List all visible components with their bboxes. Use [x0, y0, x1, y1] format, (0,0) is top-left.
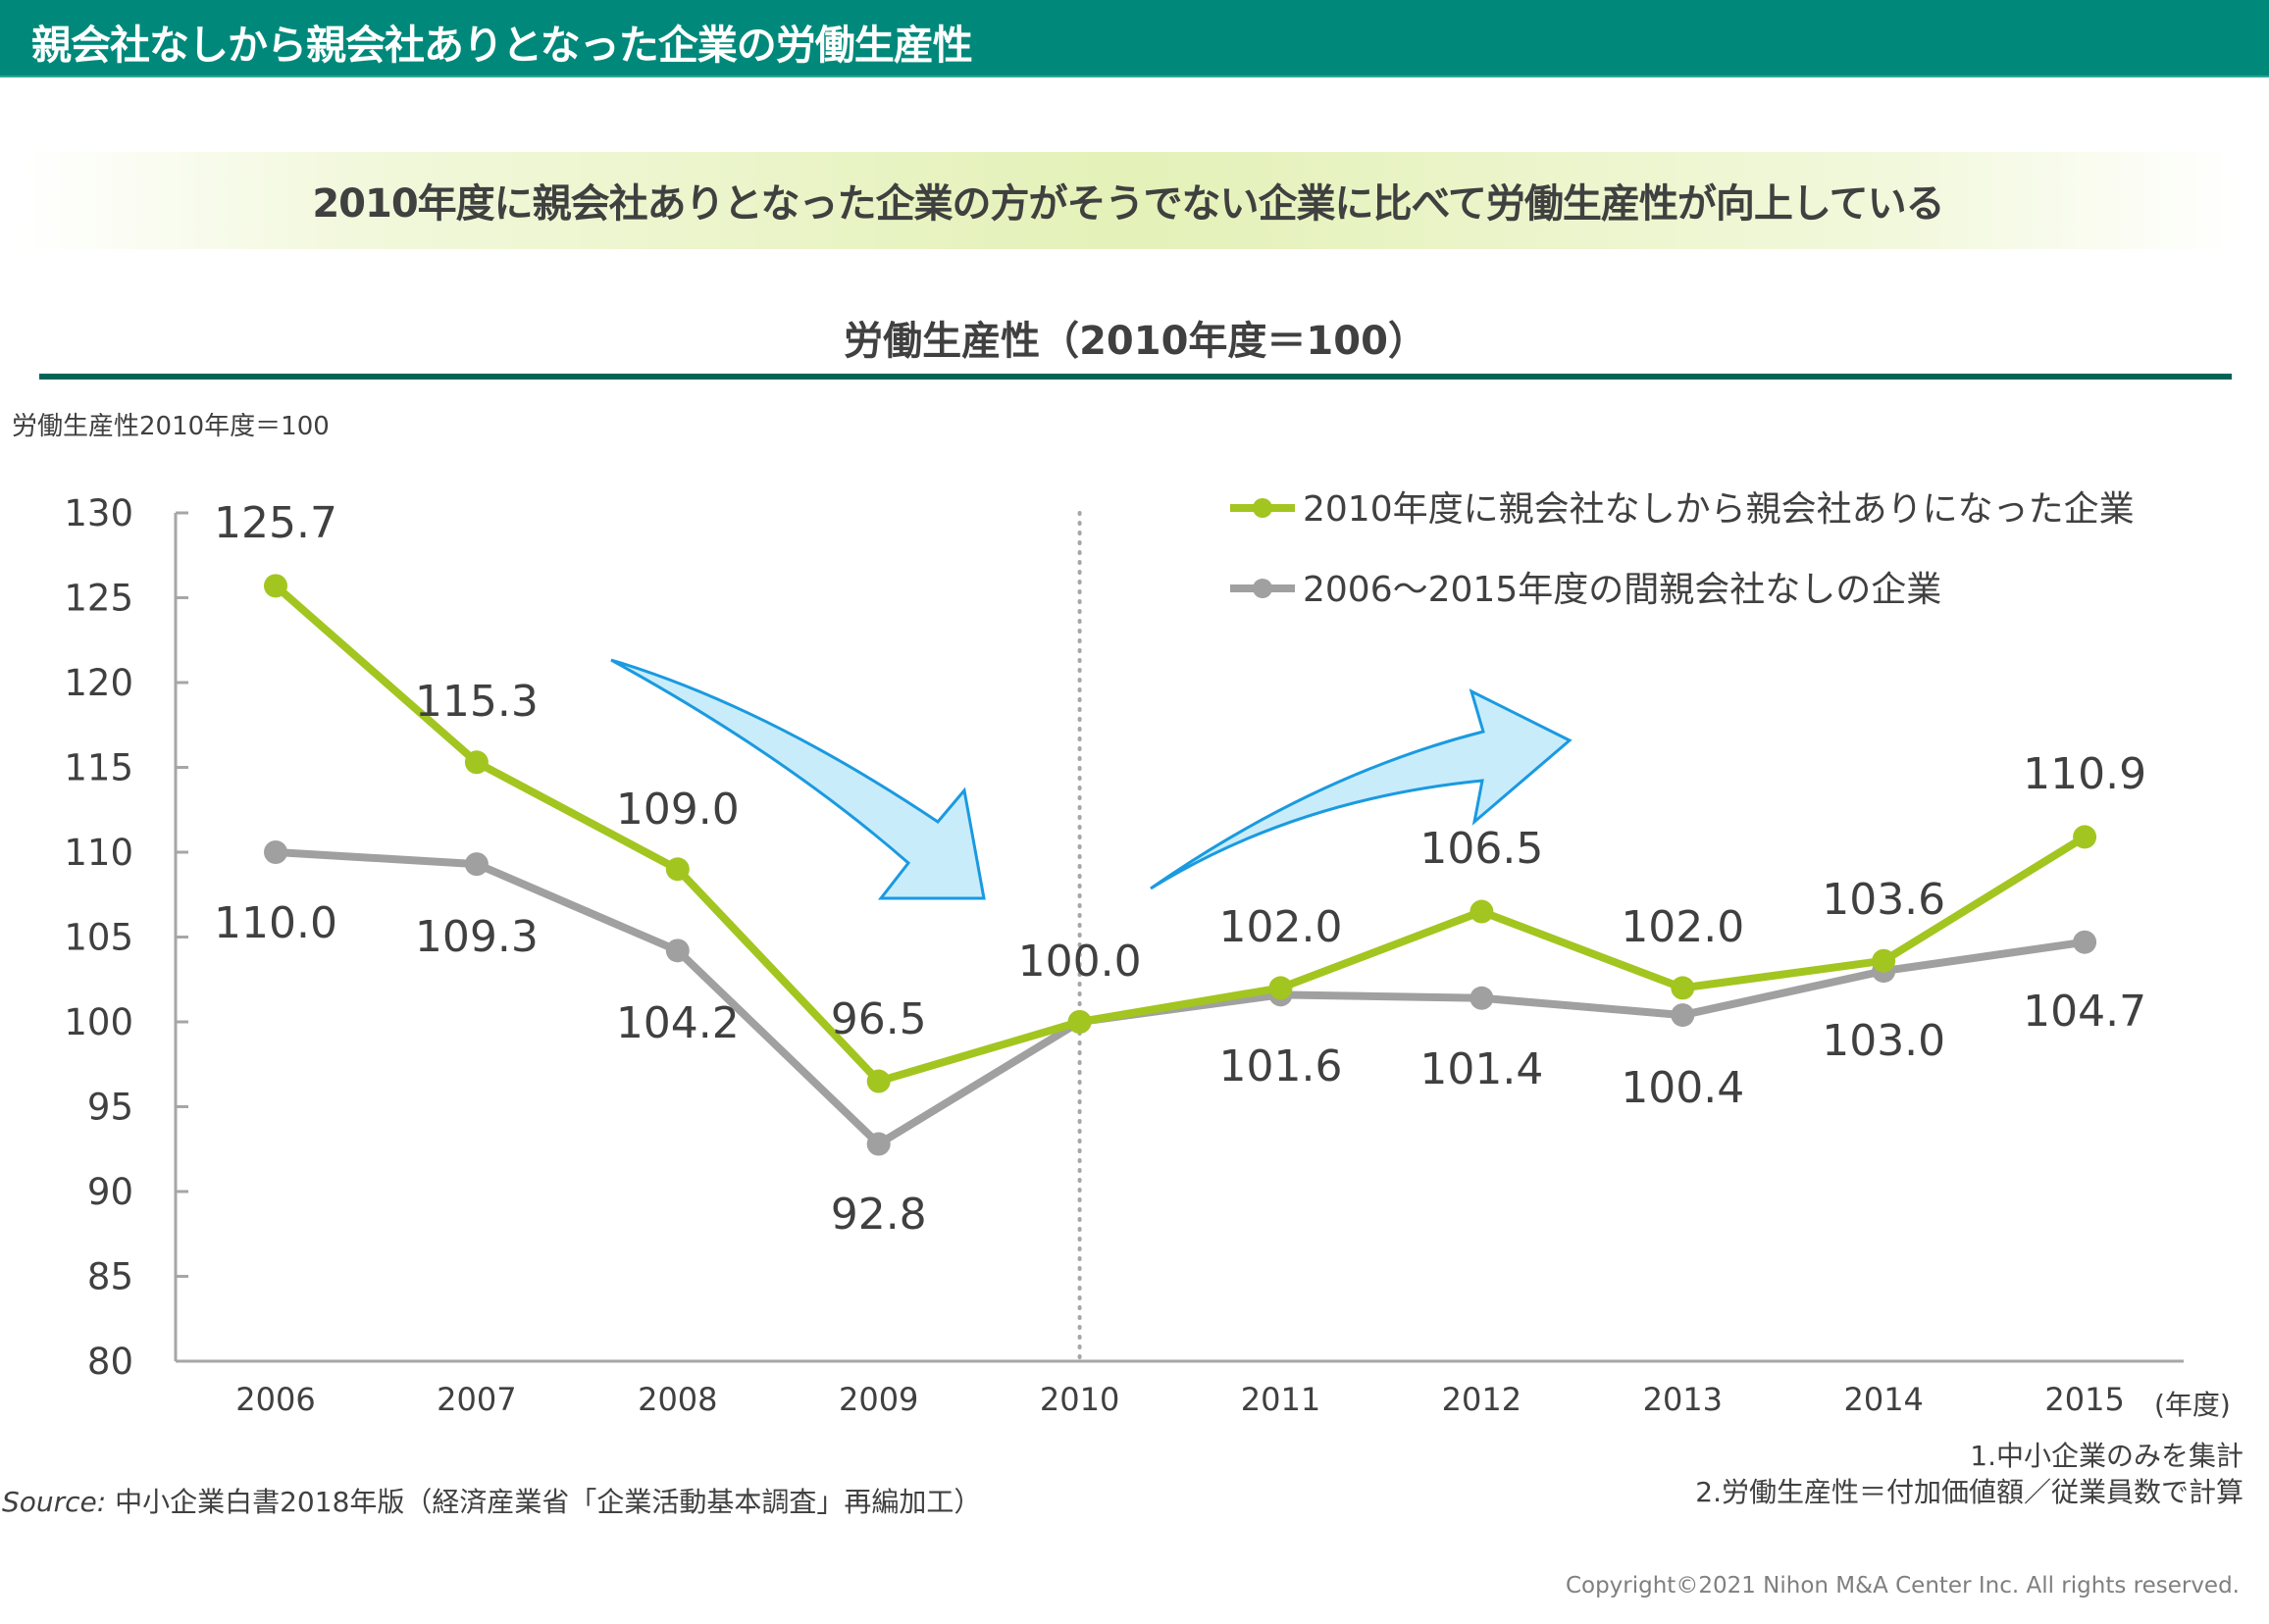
data-point-gray	[866, 1132, 891, 1156]
data-point-green	[264, 574, 287, 598]
x-tick-label: 2012	[1442, 1381, 1521, 1418]
y-tick-label: 110	[64, 832, 133, 874]
y-tick-label: 105	[64, 917, 133, 959]
footnote-2: 2.労働生産性＝付加価値額／従業員数で計算	[1695, 1476, 2243, 1508]
y-tick-label: 115	[64, 747, 133, 789]
data-label-green: 96.5	[831, 994, 927, 1044]
y-tick-label: 125	[64, 578, 133, 620]
data-label-green: 100.0	[1018, 937, 1142, 987]
data-label-gray: 92.8	[831, 1190, 927, 1240]
decline-arrow-icon	[610, 658, 986, 900]
data-label-gray: 104.2	[616, 998, 740, 1048]
data-point-green	[1872, 948, 1896, 973]
data-label-green: 103.6	[1822, 875, 1945, 925]
data-label-green: 110.9	[2023, 749, 2146, 799]
y-tick-label: 120	[64, 662, 133, 704]
x-tick-label: 2014	[1843, 1381, 1923, 1418]
x-axis-unit-label: (年度)	[2154, 1389, 2231, 1421]
data-label-green: 109.0	[616, 785, 740, 835]
y-tick-label: 90	[87, 1171, 133, 1213]
x-tick-label: 2006	[235, 1381, 315, 1418]
x-tick-label: 2010	[1040, 1381, 1119, 1418]
x-tick-label: 2009	[839, 1381, 918, 1418]
data-point-green	[464, 750, 489, 775]
data-label-gray: 101.4	[1419, 1044, 1543, 1094]
y-tick-label: 130	[64, 492, 133, 534]
source-prefix: Source:	[2, 1486, 107, 1518]
data-label-green: 115.3	[415, 677, 539, 727]
source-citation: Source: 中小企業白書2018年版（経済産業省「企業活動基本調査」再編加工…	[2, 1481, 981, 1520]
legend-item-gray: 2006～2015年度の間親会社なしの企業	[1230, 570, 1941, 610]
page-title: 親会社なしから親会社ありとなった企業の労働生産性	[31, 22, 973, 69]
legend-label-green: 2010年度に親会社なしから親会社ありになった企業	[1303, 489, 2135, 530]
source-text: 中小企業白書2018年版（経済産業省「企業活動基本調査」再編加工）	[106, 1486, 982, 1518]
data-label-green: 102.0	[1219, 902, 1343, 952]
data-point-gray	[1470, 986, 1494, 1010]
legend-item-green: 2010年度に親会社なしから親会社ありになった企業	[1230, 489, 2135, 530]
subtitle-band: 2010年度に親会社ありとなった企業の方がそうでない企業に比べて労働生産性が向上…	[20, 152, 2237, 249]
header-bar: 親会社なしから親会社ありとなった企業の労働生産性	[0, 0, 2269, 77]
data-point-gray	[264, 840, 287, 864]
data-point-gray	[1671, 1003, 1695, 1028]
copyright: Copyright©2021 Nihon M&A Center Inc. All…	[1565, 1573, 2240, 1599]
x-tick-label: 2008	[638, 1381, 717, 1418]
y-tick-label: 80	[87, 1341, 133, 1383]
data-point-green	[866, 1069, 891, 1093]
title-rule	[39, 374, 2232, 380]
x-tick-label: 2011	[1241, 1381, 1320, 1418]
y-axis-label: 労働生産性2010年度＝100	[12, 412, 330, 441]
data-point-gray	[2073, 930, 2097, 954]
legend-label-gray: 2006～2015年度の間親会社なしの企業	[1303, 570, 1941, 610]
data-point-green	[1268, 976, 1293, 1000]
data-point-green	[1671, 976, 1695, 1000]
subtitle-text: 2010年度に親会社ありとなった企業の方がそうでない企業に比べて労働生産性が向上…	[312, 181, 1944, 227]
legend-marker-gray	[1253, 579, 1272, 598]
data-label-gray: 100.4	[1621, 1063, 1744, 1113]
legend-marker-green	[1253, 498, 1272, 518]
y-tick-label: 100	[64, 1001, 133, 1043]
data-point-green	[1067, 1010, 1092, 1034]
data-label-gray: 110.0	[214, 898, 337, 948]
increase-arrow-icon	[1150, 688, 1573, 890]
y-tick-label: 85	[87, 1256, 133, 1298]
x-tick-label: 2013	[1643, 1381, 1723, 1418]
data-label-green: 102.0	[1621, 902, 1744, 952]
x-tick-label: 2007	[437, 1381, 516, 1418]
data-label-green: 125.7	[214, 498, 337, 548]
y-tick-label: 95	[87, 1087, 133, 1129]
x-tick-label: 2015	[2044, 1381, 2124, 1418]
data-point-green	[1470, 899, 1494, 924]
data-point-green	[665, 857, 690, 882]
data-label-gray: 103.0	[1822, 1016, 1945, 1066]
data-label-gray: 101.6	[1219, 1041, 1343, 1091]
data-point-gray	[464, 852, 489, 877]
data-point-green	[2073, 825, 2097, 849]
data-label-gray: 104.7	[2023, 987, 2146, 1037]
footnote-1: 1.中小企業のみを集計	[1970, 1440, 2243, 1472]
chart-title: 労働生産性（2010年度＝100）	[844, 319, 1427, 364]
data-point-gray	[665, 939, 690, 963]
series-line-gray	[275, 848, 2086, 1148]
data-label-green: 106.5	[1419, 824, 1543, 874]
series-line-green	[273, 583, 2088, 1086]
data-label-gray: 109.3	[415, 912, 539, 962]
